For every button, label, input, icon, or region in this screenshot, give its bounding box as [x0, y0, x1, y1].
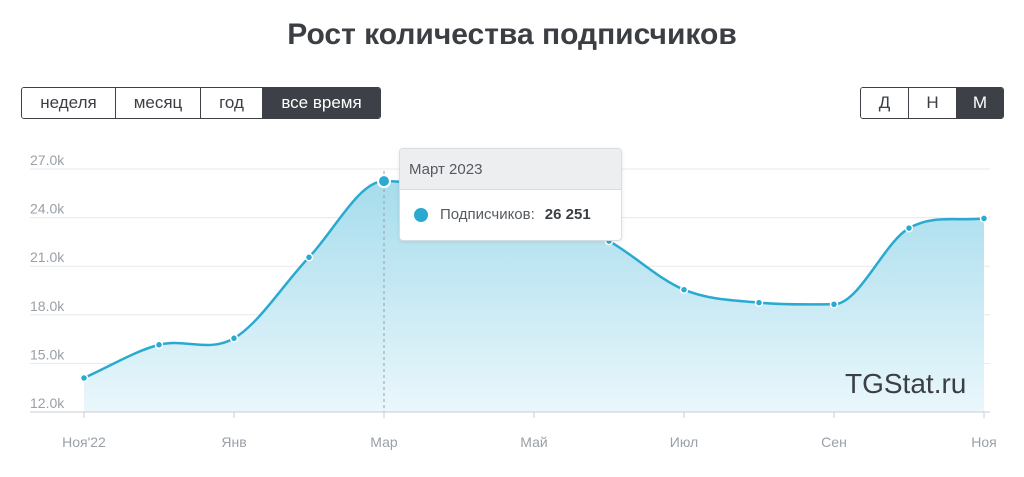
y-tick-label: 12.0k [30, 395, 65, 411]
range-button-all-time[interactable]: все время [263, 88, 380, 118]
watermark: TGStat.ru [845, 368, 967, 399]
y-tick-label: 27.0k [30, 152, 65, 168]
range-selector: неделя месяц год все время [21, 87, 381, 119]
series-dot-icon [414, 207, 428, 222]
tooltip-value: 26 251 [544, 206, 591, 223]
data-point [904, 223, 914, 233]
data-point [979, 214, 989, 223]
x-tick-label: Май [520, 434, 547, 450]
x-tick-label: Июл [670, 434, 698, 450]
data-point [829, 300, 839, 309]
data-point [754, 298, 764, 307]
granularity-button-week[interactable]: Н [909, 88, 957, 118]
page-title: Рост количества подписчиков [287, 18, 737, 51]
x-tick-label: Сен [821, 434, 847, 450]
data-point-highlighted [377, 174, 391, 189]
data-point [229, 334, 239, 343]
x-tick-label: Ноя [971, 434, 996, 450]
granularity-button-month[interactable]: М [957, 88, 1003, 118]
tooltip-header: Март 2023 [400, 149, 621, 190]
range-button-year[interactable]: год [201, 88, 263, 118]
tooltip-series-label: Подписчиков: [440, 206, 535, 223]
y-tick-label: 15.0k [30, 346, 65, 362]
data-point [79, 373, 89, 383]
x-tick-label: Янв [221, 434, 246, 450]
granularity-selector: Д Н М [860, 87, 1004, 119]
x-tick-label: Ноя'22 [62, 434, 106, 450]
chart-tooltip: Март 2023 Подписчиков: 26 251 [399, 148, 622, 241]
x-tick-label: Мар [370, 434, 398, 450]
range-button-week[interactable]: неделя [22, 88, 116, 118]
range-button-month[interactable]: месяц [116, 88, 201, 118]
data-point [304, 253, 314, 262]
series-area [84, 181, 984, 412]
y-tick-label: 21.0k [30, 249, 65, 265]
data-point [679, 285, 689, 294]
data-point [154, 340, 164, 350]
granularity-button-day[interactable]: Д [861, 88, 909, 118]
y-tick-label: 24.0k [30, 201, 65, 217]
y-tick-label: 18.0k [30, 298, 65, 314]
